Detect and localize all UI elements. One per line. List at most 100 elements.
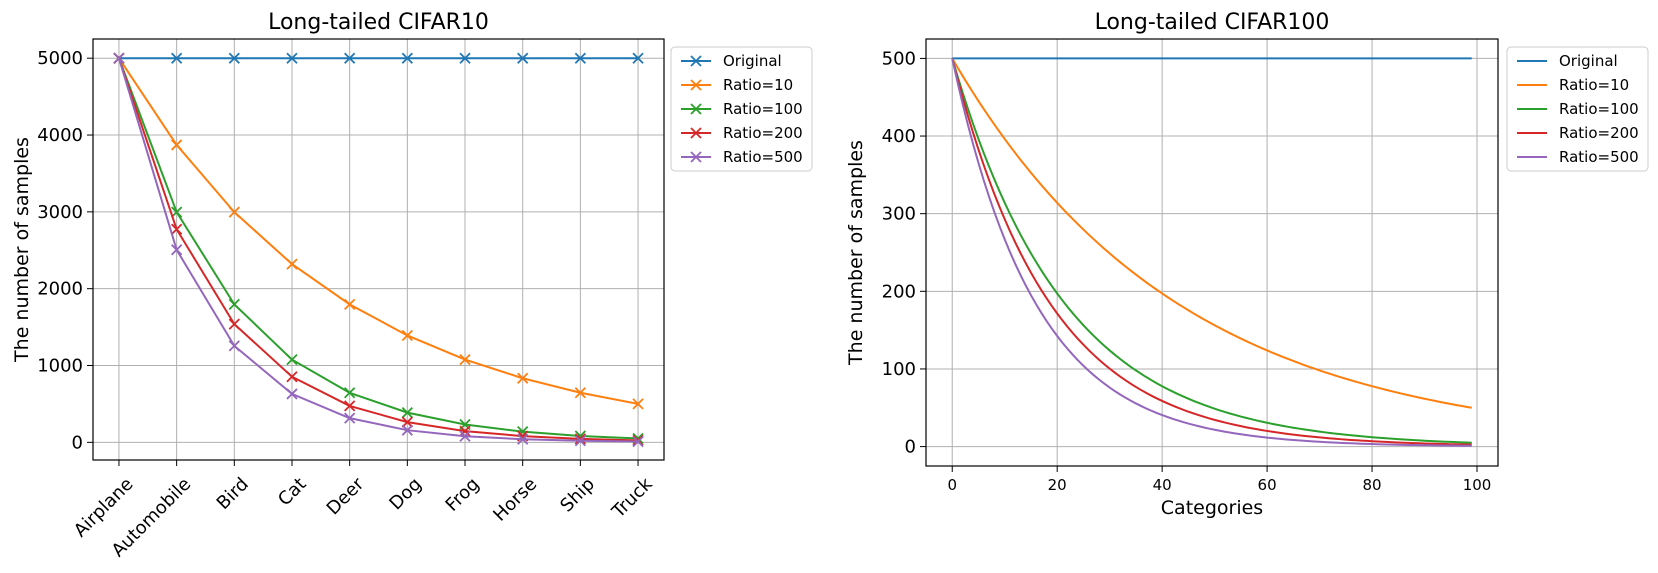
x-tick-label: 20 bbox=[1048, 476, 1067, 494]
data-point-marker bbox=[574, 387, 587, 399]
data-point-marker bbox=[286, 353, 298, 366]
data-point-marker bbox=[401, 329, 413, 342]
y-tick-label: 500 bbox=[882, 48, 916, 69]
x-tick-label: 100 bbox=[1463, 476, 1492, 494]
x-tick-label: 0 bbox=[947, 476, 957, 494]
legend-label: Ratio=10 bbox=[723, 76, 793, 94]
x-tick-label: 80 bbox=[1363, 476, 1382, 494]
series-line-ratio-500 bbox=[951, 58, 1472, 447]
data-point-marker bbox=[344, 412, 356, 424]
legend: Original Ratio=10 Ratio=100 Ratio=200 Ratio=… bbox=[670, 46, 813, 172]
legend-label: Original bbox=[723, 52, 782, 70]
x-tick-label: Dog bbox=[385, 474, 426, 515]
chart-title: Long-tailed CIFAR100 bbox=[1095, 10, 1330, 35]
data-point-marker bbox=[170, 223, 183, 235]
data-point-marker bbox=[632, 435, 644, 448]
y-axis-label: The number of samples bbox=[11, 137, 33, 363]
y-tick-label: 300 bbox=[882, 204, 916, 225]
data-point-marker bbox=[170, 139, 183, 151]
series-line-ratio-100 bbox=[118, 57, 639, 440]
chart-title: Long-tailed CIFAR10 bbox=[268, 10, 489, 35]
y-tick-label: 200 bbox=[882, 281, 916, 302]
data-point-marker bbox=[344, 298, 356, 310]
data-point-marker bbox=[286, 371, 298, 383]
data-point-marker bbox=[574, 433, 587, 445]
legend-label: Ratio=100 bbox=[1559, 100, 1639, 118]
x-tick-label: 60 bbox=[1258, 476, 1277, 494]
data-point-marker bbox=[574, 52, 587, 64]
data-point-marker bbox=[170, 244, 183, 256]
data-point-marker bbox=[286, 258, 298, 270]
data-point-marker bbox=[401, 424, 413, 436]
x-tick-label: 40 bbox=[1153, 476, 1172, 494]
x-tick-label: Horse bbox=[489, 474, 541, 526]
data-point-marker bbox=[286, 388, 298, 400]
data-point-marker bbox=[344, 400, 356, 412]
x-tick-label: Cat bbox=[274, 474, 311, 511]
legend-label: Original bbox=[1559, 52, 1618, 70]
y-tick-label: 400 bbox=[882, 126, 916, 147]
y-tick-label: 3000 bbox=[37, 202, 83, 223]
legend-label: Ratio=200 bbox=[723, 124, 803, 142]
y-axis-label: The number of samples bbox=[845, 140, 867, 366]
legend: Original Ratio=10 Ratio=100 Ratio=200 Ratio=… bbox=[1506, 46, 1649, 172]
plot-frame bbox=[925, 38, 1499, 467]
data-point-marker bbox=[632, 52, 644, 64]
data-point-marker bbox=[459, 353, 471, 366]
x-tick-label: Deer bbox=[323, 473, 369, 519]
legend-marker bbox=[690, 79, 702, 91]
legend-box bbox=[670, 46, 813, 172]
data-point-marker bbox=[401, 416, 413, 428]
x-tick-label: Bird bbox=[213, 474, 253, 514]
x-tick-label: Frog bbox=[442, 474, 484, 516]
data-point-marker bbox=[170, 52, 183, 64]
legend-box bbox=[1506, 46, 1649, 172]
data-point-marker bbox=[574, 435, 587, 447]
series-line-ratio-10 bbox=[118, 57, 639, 405]
y-tick-label: 2000 bbox=[37, 279, 83, 300]
data-point-marker bbox=[228, 318, 240, 330]
y-tick-label: 100 bbox=[882, 359, 916, 380]
y-tick-label: 4000 bbox=[37, 125, 83, 146]
series-line-ratio-10 bbox=[951, 57, 1472, 409]
y-tick-label: 0 bbox=[72, 432, 83, 453]
x-axis-label: Categories bbox=[1161, 497, 1263, 519]
y-tick-label: 0 bbox=[905, 437, 916, 458]
data-point-marker bbox=[517, 372, 529, 384]
legend-marker bbox=[690, 151, 702, 163]
series-line-ratio-100 bbox=[951, 58, 1472, 444]
series-line-ratio-500 bbox=[117, 57, 639, 443]
data-point-marker bbox=[228, 340, 240, 352]
y-tick-label: 5000 bbox=[37, 48, 83, 69]
data-point-marker bbox=[517, 433, 529, 445]
data-point-marker bbox=[401, 406, 413, 419]
plot-frame bbox=[92, 38, 665, 461]
data-point-marker bbox=[344, 387, 356, 399]
data-point-marker bbox=[632, 398, 644, 410]
series-line-ratio-200 bbox=[118, 57, 639, 442]
legend-marker bbox=[690, 55, 702, 67]
data-point-marker bbox=[459, 52, 471, 64]
x-tick-label: Truck bbox=[607, 473, 657, 523]
legend-marker bbox=[690, 103, 702, 115]
data-point-marker bbox=[459, 430, 471, 442]
y-tick-label: 1000 bbox=[37, 356, 83, 377]
data-point-marker bbox=[113, 52, 125, 64]
legend-marker bbox=[690, 127, 702, 139]
data-point-marker bbox=[228, 298, 240, 310]
legend-label: Ratio=100 bbox=[723, 100, 803, 118]
x-tick-label: Ship bbox=[556, 474, 599, 517]
data-point-marker bbox=[459, 425, 471, 437]
legend-label: Ratio=10 bbox=[1559, 76, 1629, 94]
legend-label: Ratio=500 bbox=[1559, 148, 1639, 166]
legend-label: Ratio=200 bbox=[1559, 124, 1639, 142]
data-point-marker bbox=[344, 52, 356, 64]
legend-label: Ratio=500 bbox=[723, 148, 803, 166]
data-point-marker bbox=[170, 206, 183, 218]
data-point-marker bbox=[228, 52, 240, 64]
series-line-ratio-200 bbox=[951, 58, 1472, 446]
data-point-marker bbox=[286, 52, 298, 64]
data-point-marker bbox=[228, 206, 240, 218]
